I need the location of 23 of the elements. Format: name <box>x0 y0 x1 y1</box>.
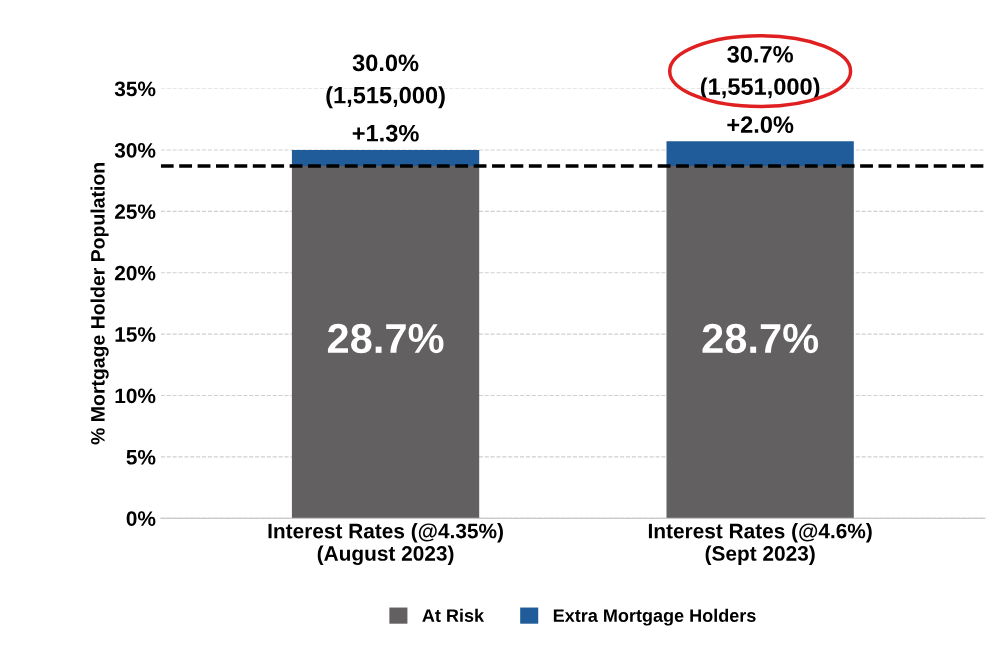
data-label: +1.3% <box>352 124 419 142</box>
data-label: +2.0% <box>727 116 794 133</box>
legend-label: At Risk <box>422 608 485 622</box>
annotation: 30.7% (1,551,000) <box>700 45 820 100</box>
annotation: 30.0% (1,515,000) <box>326 54 445 109</box>
legend-label: Extra Mortgage Holders <box>553 608 756 626</box>
y-tick-label: 25% <box>114 204 156 220</box>
bar <box>291 165 480 519</box>
x-tick-label: Interest Rates (@4.35%) (August 2023) <box>268 523 503 566</box>
y-tick-label: 10% <box>115 388 156 404</box>
y-tick-label: 20% <box>114 265 156 281</box>
data-label: 28.7% <box>702 323 819 354</box>
y-tick-label: 15% <box>115 327 156 342</box>
data-label: 28.7% <box>327 323 444 354</box>
bar <box>666 141 854 166</box>
y-tick-label: 5% <box>126 449 156 465</box>
y-tick-label: 0% <box>126 511 156 526</box>
y-axis-title: % Mortgage Holder Population <box>90 163 109 445</box>
y-tick-label: 30% <box>114 142 156 158</box>
bar <box>291 149 480 166</box>
y-tick-label: 35% <box>114 81 156 97</box>
bar <box>666 165 854 519</box>
x-tick-label: Interest Rates (@4.6%) (Sept 2023) <box>648 523 872 565</box>
